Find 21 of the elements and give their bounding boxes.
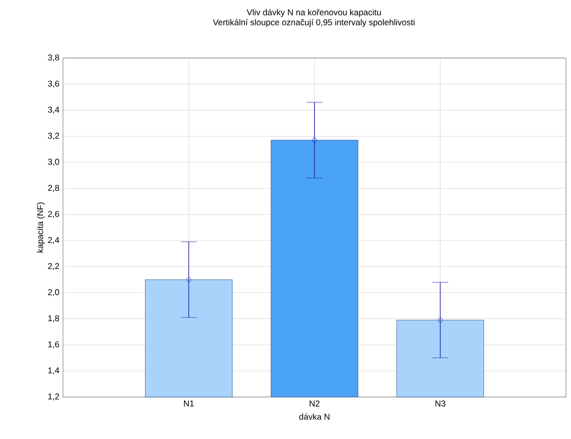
y-tick-label: 2,0 [48,289,60,296]
x-tick-label: N3 [436,400,446,407]
y-tick-label: 2,4 [48,237,60,244]
y-tick-label: 1,2 [48,393,60,400]
y-tick-label: 1,6 [48,341,60,348]
x-tick-label: N1 [184,400,194,406]
y-tick-label: 2,2 [48,263,60,270]
y-axis-title: kapacita (NF) [36,202,45,252]
chart-subtitle: Vertikální sloupce označují 0,95 intervaly spolehlivosti [212,18,414,27]
y-tick-label: 3,6 [48,80,60,88]
y-tick-label: 2,6 [48,210,60,218]
y-tick-label: 3,2 [48,132,60,140]
y-tick-label: 2,8 [48,184,60,192]
x-tick-label: N2 [310,400,320,406]
x-axis-title: dávka N [299,413,330,420]
chart-title: Vliv dávky N na kořenovou kapacitu [246,8,381,17]
y-tick-label: 1,8 [48,315,60,322]
y-tick-label: 3,4 [48,106,60,114]
y-tick-label: 3,8 [48,54,60,62]
y-tick-label: 1,4 [48,367,60,374]
y-tick-label: 3,0 [48,158,60,166]
